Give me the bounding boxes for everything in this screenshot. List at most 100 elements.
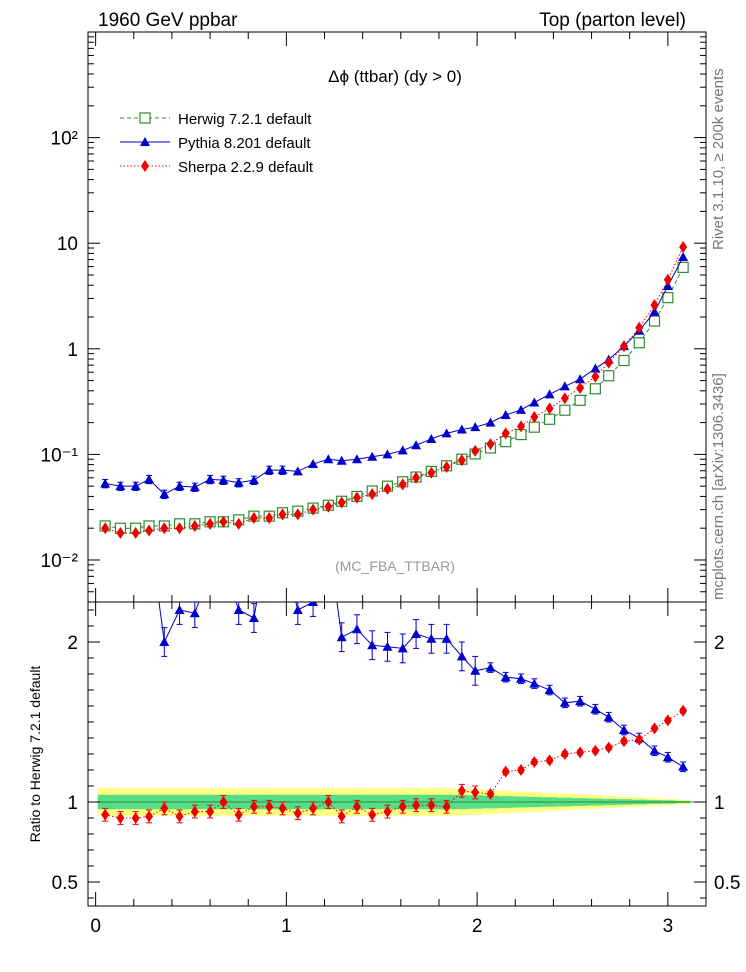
data-point: [635, 321, 644, 334]
ratio-point: [264, 525, 274, 534]
ratio-point: [248, 613, 259, 622]
legend-marker: [139, 112, 151, 124]
data-point: [633, 337, 645, 349]
data-point: [352, 491, 361, 504]
ratio-line: [105, 710, 684, 819]
data-point: [648, 315, 661, 327]
ratio-point: [309, 802, 318, 815]
ratio-point: [292, 605, 303, 614]
data-point: [101, 522, 110, 535]
data-point: [500, 410, 511, 420]
data-point: [292, 466, 303, 476]
ratio-point: [368, 808, 377, 821]
data-point: [545, 402, 554, 415]
ratio-point: [486, 788, 495, 800]
data-point: [427, 466, 436, 479]
header-left: 1960 GeV ppbar: [98, 10, 238, 31]
ratio-point: [398, 800, 407, 813]
data-point: [574, 394, 586, 406]
series-group: [99, 241, 689, 540]
ratio-point: [619, 735, 628, 748]
x-tick-label: 3: [663, 916, 674, 937]
ratio-y-label: Ratio to Herwig 7.2.1 default: [27, 666, 43, 843]
ratio-point: [412, 799, 421, 812]
ratio-y-tick-label-right: 1: [714, 793, 725, 814]
y-tick-label: 10⁻²: [41, 551, 79, 572]
data-point: [591, 370, 600, 383]
data-point: [160, 522, 169, 535]
data-point: [560, 392, 569, 405]
data-point: [411, 440, 422, 450]
ratio-point: [265, 800, 274, 813]
ratio-point: [278, 544, 288, 553]
ratio-point: [604, 741, 613, 754]
side-label-top: Rivet 3.1.10, ≥ 200k events: [710, 68, 727, 250]
ratio-point: [427, 799, 436, 812]
ratio-point: [131, 557, 141, 566]
ratio-point: [352, 800, 361, 813]
ratio-point: [501, 765, 510, 778]
legend-marker: [140, 137, 150, 146]
ratio-point: [457, 784, 466, 797]
data-point: [397, 445, 408, 455]
data-point: [663, 273, 672, 286]
series-line: [105, 256, 684, 495]
data-point: [351, 454, 362, 464]
data-point: [131, 527, 140, 540]
y-tick-label: 10²: [51, 129, 78, 150]
ratio-point: [516, 764, 525, 776]
ratio-point: [234, 808, 243, 821]
data-point: [175, 522, 184, 535]
ratio-point: [618, 725, 629, 734]
data-point: [559, 404, 571, 416]
data-point: [650, 298, 659, 311]
data-point: [145, 524, 154, 537]
data-point: [604, 356, 613, 369]
data-point: [456, 424, 467, 434]
ratio-point: [649, 745, 660, 755]
ratio-point: [115, 565, 125, 574]
ratio-point: [635, 733, 644, 746]
data-point: [218, 475, 229, 485]
ratio-point: [591, 744, 600, 757]
side-label-bottom: mcplots.cern.ch [arXiv:1306.3436]: [710, 373, 727, 600]
data-point: [206, 517, 215, 530]
ratio-point: [324, 796, 333, 808]
chart-title: Δϕ (ttbar) (dy > 0): [328, 67, 462, 86]
ratio-point: [590, 704, 601, 714]
ratio-point: [515, 673, 526, 683]
data-point: [516, 420, 525, 433]
ratio-point: [233, 605, 244, 614]
data-point: [278, 508, 287, 521]
ratio-point: [382, 641, 393, 651]
ratio-point: [411, 629, 422, 638]
ratio-point: [131, 812, 140, 824]
data-point: [470, 422, 481, 432]
data-point: [323, 454, 334, 464]
data-point: [589, 383, 601, 395]
watermark: (MC_FBA_TTBAR): [335, 558, 455, 574]
ratio-point: [205, 565, 215, 574]
data-point: [398, 478, 407, 491]
data-point: [336, 455, 347, 465]
data-point: [189, 482, 200, 492]
ratio-y-tick-label-right: 2: [714, 633, 725, 654]
ratio-content: [88, 525, 706, 825]
ratio-point: [278, 802, 287, 815]
ratio-point: [308, 602, 319, 606]
ratio-point: [189, 608, 200, 618]
data-point: [234, 517, 243, 530]
data-point: [618, 354, 630, 367]
legend-label: Pythia 8.201 default: [178, 135, 311, 152]
ratio-point: [383, 805, 392, 818]
ratio-point: [576, 746, 585, 759]
ratio-point: [663, 714, 672, 727]
ratio-point: [145, 810, 154, 823]
data-point: [543, 413, 556, 425]
ratio-point: [323, 533, 333, 542]
ratio-panel: 0.5 0.5 1 1 2 2 0 1 2 3 Ratio to Herwig 7.2.1 defa…: [27, 525, 740, 937]
data-point: [471, 444, 480, 457]
data-point: [412, 471, 421, 484]
ratio-point: [174, 605, 185, 614]
